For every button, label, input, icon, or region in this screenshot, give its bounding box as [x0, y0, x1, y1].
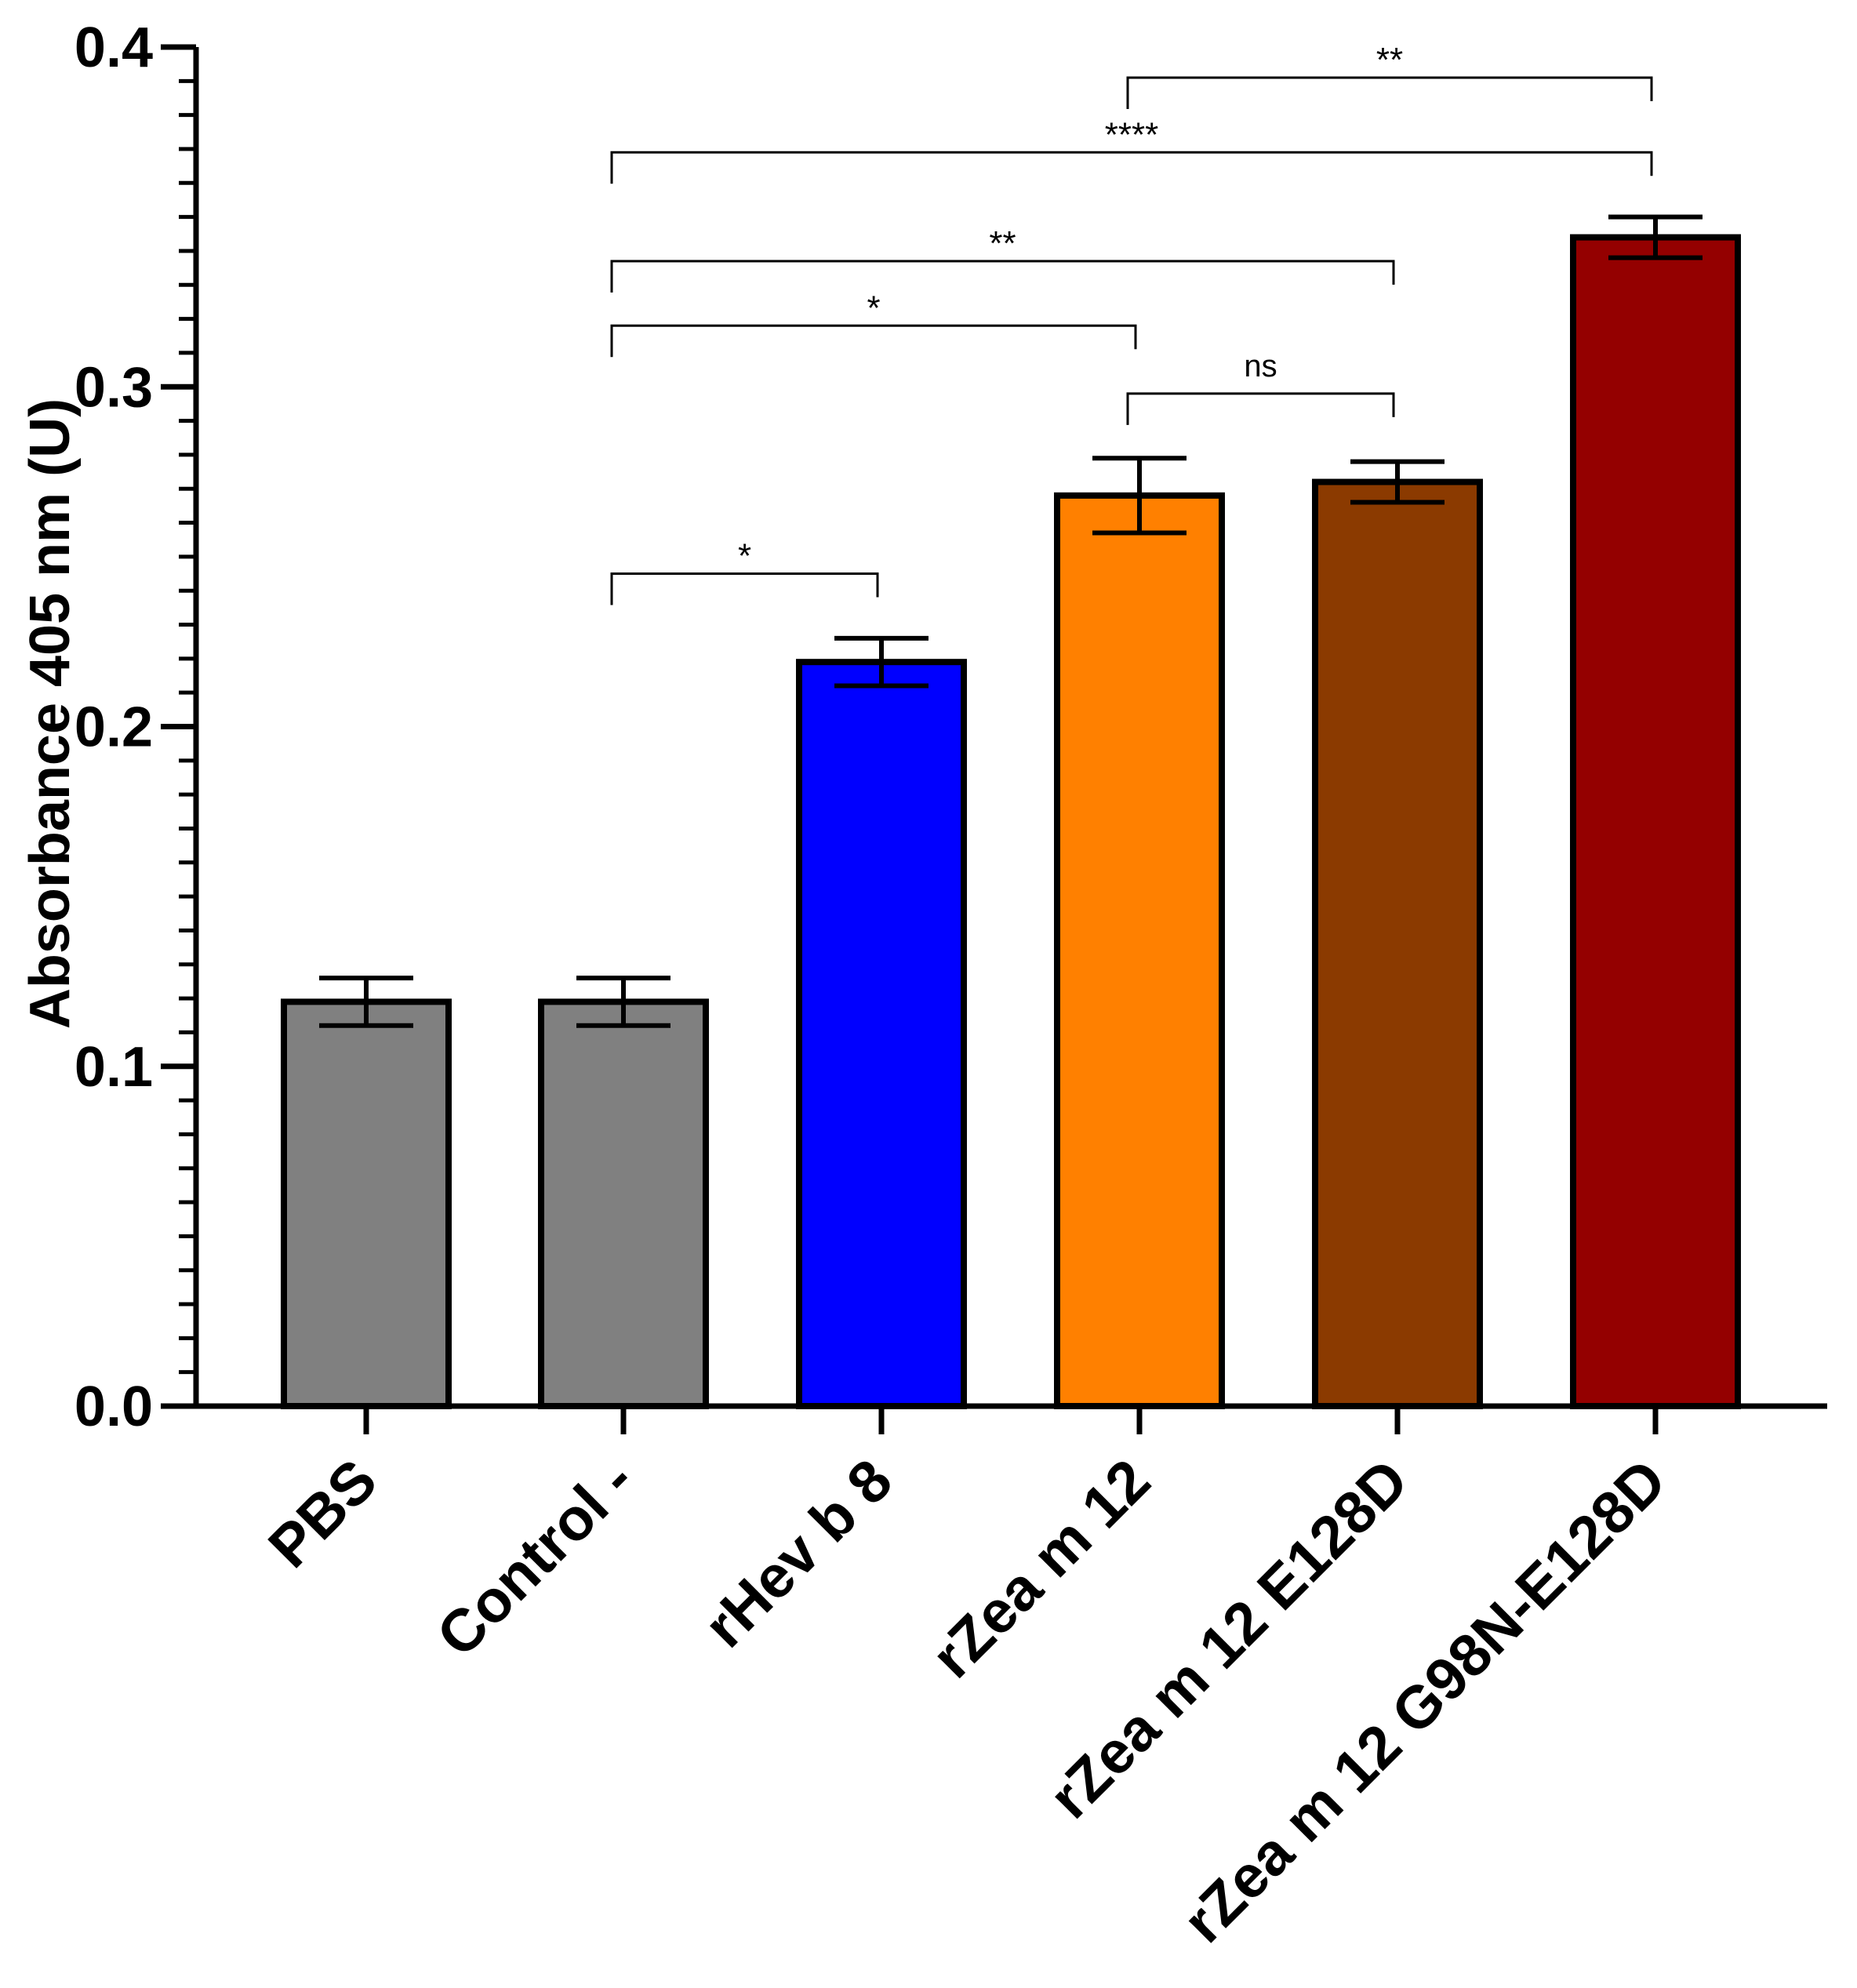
significance-bracket-1: [1126, 392, 1395, 425]
bar-0: [281, 998, 452, 1409]
y-tick-label: 0.4: [74, 16, 153, 79]
bar-1: [538, 998, 709, 1409]
error-bars-layer: [319, 214, 1703, 1028]
significance-bracket-0: [610, 572, 879, 605]
y-tick-label: 0.3: [74, 356, 153, 419]
significance-label-2: *: [867, 289, 880, 327]
y-axis-label: Absorbance 405 nm (U): [19, 398, 82, 1029]
bar-2: [796, 659, 967, 1409]
bar-3: [1054, 492, 1225, 1409]
y-tick-label: 0.1: [74, 1036, 153, 1099]
significance-bracket-4: [610, 151, 1653, 184]
bar-5: [1570, 234, 1741, 1409]
x-category-label-1: Control -: [424, 1447, 647, 1670]
x-category-label-3: rZea m 12: [919, 1447, 1163, 1691]
bar-4: [1312, 478, 1483, 1409]
significance-bracket-3: [610, 260, 1395, 293]
significance-label-0: *: [738, 537, 751, 576]
y-tick-label: 0.2: [74, 696, 153, 759]
x-category-label-2: rHev b 8: [692, 1447, 905, 1660]
y-ticks-layer: 0.0 0.1 0.2 0.3 0.4: [74, 16, 196, 1438]
bars-layer: [281, 234, 1741, 1409]
significance-layer: *ns*********: [610, 41, 1653, 605]
significance-label-5: **: [1376, 41, 1403, 79]
significance-bracket-2: [610, 324, 1137, 358]
x-category-label-5: rZea m 12 G98N-E128D: [1170, 1447, 1679, 1956]
significance-bracket-5: [1126, 76, 1653, 109]
y-tick-label: 0.0: [74, 1376, 153, 1438]
x-category-label-0: PBS: [256, 1447, 390, 1581]
significance-label-1: ns: [1244, 349, 1277, 383]
significance-label-4: ****: [1105, 115, 1159, 154]
significance-label-3: **: [989, 224, 1016, 263]
